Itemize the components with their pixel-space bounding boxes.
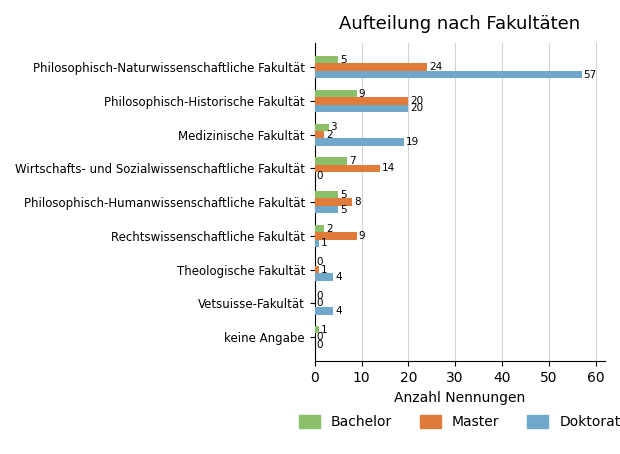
Bar <box>315 105 409 112</box>
Text: 0: 0 <box>317 298 323 308</box>
Text: 3: 3 <box>330 122 337 132</box>
Text: 0: 0 <box>317 340 323 350</box>
Bar <box>315 191 338 198</box>
Bar <box>315 56 338 64</box>
Bar <box>315 90 357 97</box>
Text: 19: 19 <box>405 137 419 147</box>
Text: 7: 7 <box>349 156 356 166</box>
Text: 20: 20 <box>410 96 423 106</box>
Text: 20: 20 <box>410 104 423 114</box>
Bar <box>315 64 427 71</box>
Text: 4: 4 <box>335 272 342 282</box>
Text: 24: 24 <box>429 62 442 72</box>
Bar <box>315 97 409 105</box>
Text: 8: 8 <box>354 197 361 207</box>
Text: 5: 5 <box>340 55 347 65</box>
Text: 1: 1 <box>321 238 328 248</box>
Bar <box>315 273 334 281</box>
Text: 5: 5 <box>340 205 347 215</box>
Bar <box>315 240 319 247</box>
X-axis label: Anzahl Nennungen: Anzahl Nennungen <box>394 391 526 405</box>
Bar <box>315 138 404 146</box>
Legend: Bachelor, Master, Doktorat: Bachelor, Master, Doktorat <box>294 410 620 435</box>
Text: 1: 1 <box>321 265 328 275</box>
Bar <box>315 198 352 206</box>
Text: 0: 0 <box>317 171 323 181</box>
Bar <box>315 157 347 165</box>
Bar <box>315 307 334 315</box>
Text: 4: 4 <box>335 306 342 316</box>
Text: 2: 2 <box>326 223 332 233</box>
Text: 9: 9 <box>359 231 365 241</box>
Bar <box>315 326 319 334</box>
Bar <box>315 123 329 131</box>
Text: 0: 0 <box>317 257 323 267</box>
Text: 9: 9 <box>359 89 365 99</box>
Text: 14: 14 <box>382 163 396 173</box>
Text: 1: 1 <box>321 325 328 335</box>
Text: 0: 0 <box>317 291 323 301</box>
Text: 0: 0 <box>317 332 323 342</box>
Title: Aufteilung nach Fakultäten: Aufteilung nach Fakultäten <box>339 15 580 33</box>
Text: 57: 57 <box>583 69 596 79</box>
Bar <box>315 71 582 79</box>
Bar <box>315 266 319 273</box>
Text: 5: 5 <box>340 190 347 200</box>
Text: 2: 2 <box>326 130 332 140</box>
Bar <box>315 225 324 232</box>
Bar <box>315 232 357 240</box>
Bar <box>315 131 324 138</box>
Bar <box>315 206 338 213</box>
Bar <box>315 165 380 172</box>
